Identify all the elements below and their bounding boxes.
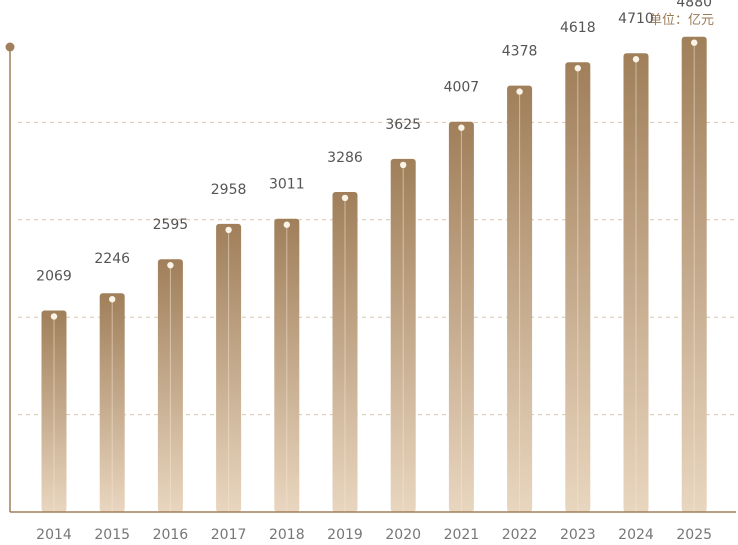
x-tick-label: 2023: [560, 527, 596, 543]
x-tick-label: 2020: [385, 527, 421, 543]
y-axis-cap: [5, 42, 15, 52]
bar-dot: [109, 296, 116, 303]
bar-dot: [225, 226, 232, 234]
bar-dot: [691, 39, 698, 46]
data-label: 4618: [560, 20, 596, 36]
axes: [5, 42, 736, 513]
data-label: 3625: [385, 117, 421, 133]
x-tick-label: 2024: [618, 527, 654, 543]
x-tick-labels: 2014 2015 2016 2017 2018 2019 2020 2021 2022 2023…: [36, 527, 712, 543]
bar-2020: [390, 158, 416, 513]
data-label: 4880: [676, 0, 712, 11]
data-label: 4378: [502, 44, 538, 60]
data-labels: 2069 2246 2595 2958 3011 3286 3625 4007 4378 4618…: [36, 0, 712, 284]
x-tick-label: 2016: [153, 527, 189, 543]
x-tick-label: 2017: [211, 527, 247, 543]
bar-dot: [632, 56, 640, 63]
bar-2024: [623, 53, 649, 512]
bar-dot: [283, 221, 290, 228]
bar-2019: [332, 191, 358, 512]
bar-2025: [681, 36, 707, 513]
bar-2022: [507, 85, 533, 513]
bar-dot: [400, 161, 407, 169]
x-tick-label: 2018: [269, 527, 305, 543]
bar-dot: [50, 313, 58, 320]
data-label: 2958: [211, 182, 247, 198]
data-label: 4007: [444, 80, 480, 96]
bar-2016: [157, 259, 183, 512]
bar-dot: [341, 194, 349, 202]
x-tick-label: 2025: [676, 527, 712, 543]
bar-2014: [41, 310, 67, 512]
bar-dot: [167, 262, 174, 269]
bar-2018: [274, 218, 300, 512]
data-label: 3011: [269, 177, 305, 193]
bar-2015: [99, 293, 125, 512]
x-tick-label: 2021: [444, 527, 480, 543]
bar-2021: [448, 121, 474, 512]
bar-dot: [516, 88, 523, 95]
x-tick-label: 2022: [502, 527, 538, 543]
data-label: 2246: [94, 251, 130, 267]
bar-2017: [216, 223, 242, 512]
data-label: 2595: [153, 217, 189, 233]
bar-dot: [458, 124, 465, 131]
bar-dot: [574, 65, 581, 72]
x-tick-label: 2015: [94, 527, 130, 543]
x-tick-label: 2019: [327, 527, 363, 543]
x-tick-label: 2014: [36, 527, 72, 543]
data-label: 3286: [327, 150, 363, 166]
data-label: 2069: [36, 268, 72, 284]
unit-label: 单位：亿元: [648, 13, 714, 28]
bar-2023: [565, 62, 591, 513]
data-label: 4710: [618, 11, 654, 27]
bars: [41, 36, 707, 513]
